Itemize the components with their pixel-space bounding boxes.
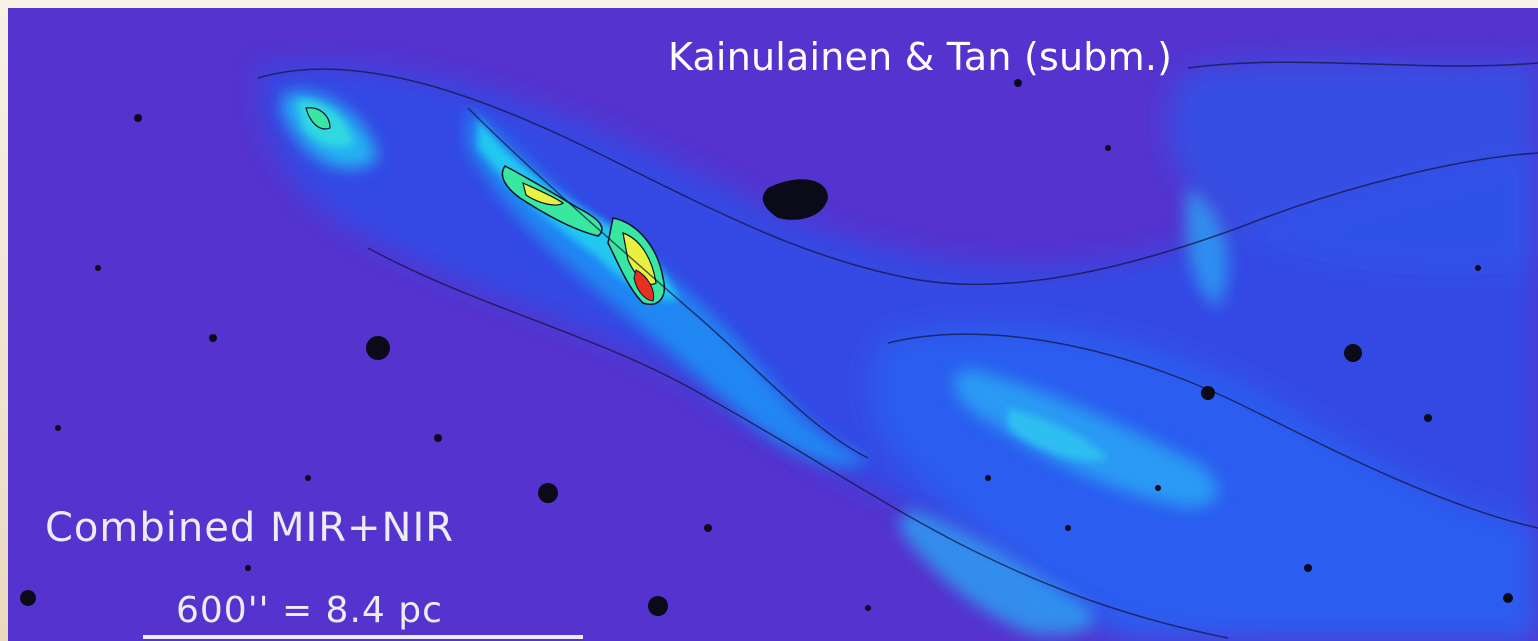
map-label: Combined MIR+NIR: [45, 505, 455, 551]
dense-clumps: [305, 107, 665, 305]
scale-label: 600'' = 8.4 pc: [176, 590, 443, 631]
scale-bar: [143, 635, 583, 639]
contours: [257, 61, 1538, 639]
extinction-map: Kainulainen & Tan (subm.) Combined MIR+N…: [8, 8, 1538, 641]
foreground-stars: [20, 79, 1513, 616]
credit-label: Kainulainen & Tan (subm.): [668, 35, 1173, 79]
extinction-map-image: [8, 8, 1538, 641]
